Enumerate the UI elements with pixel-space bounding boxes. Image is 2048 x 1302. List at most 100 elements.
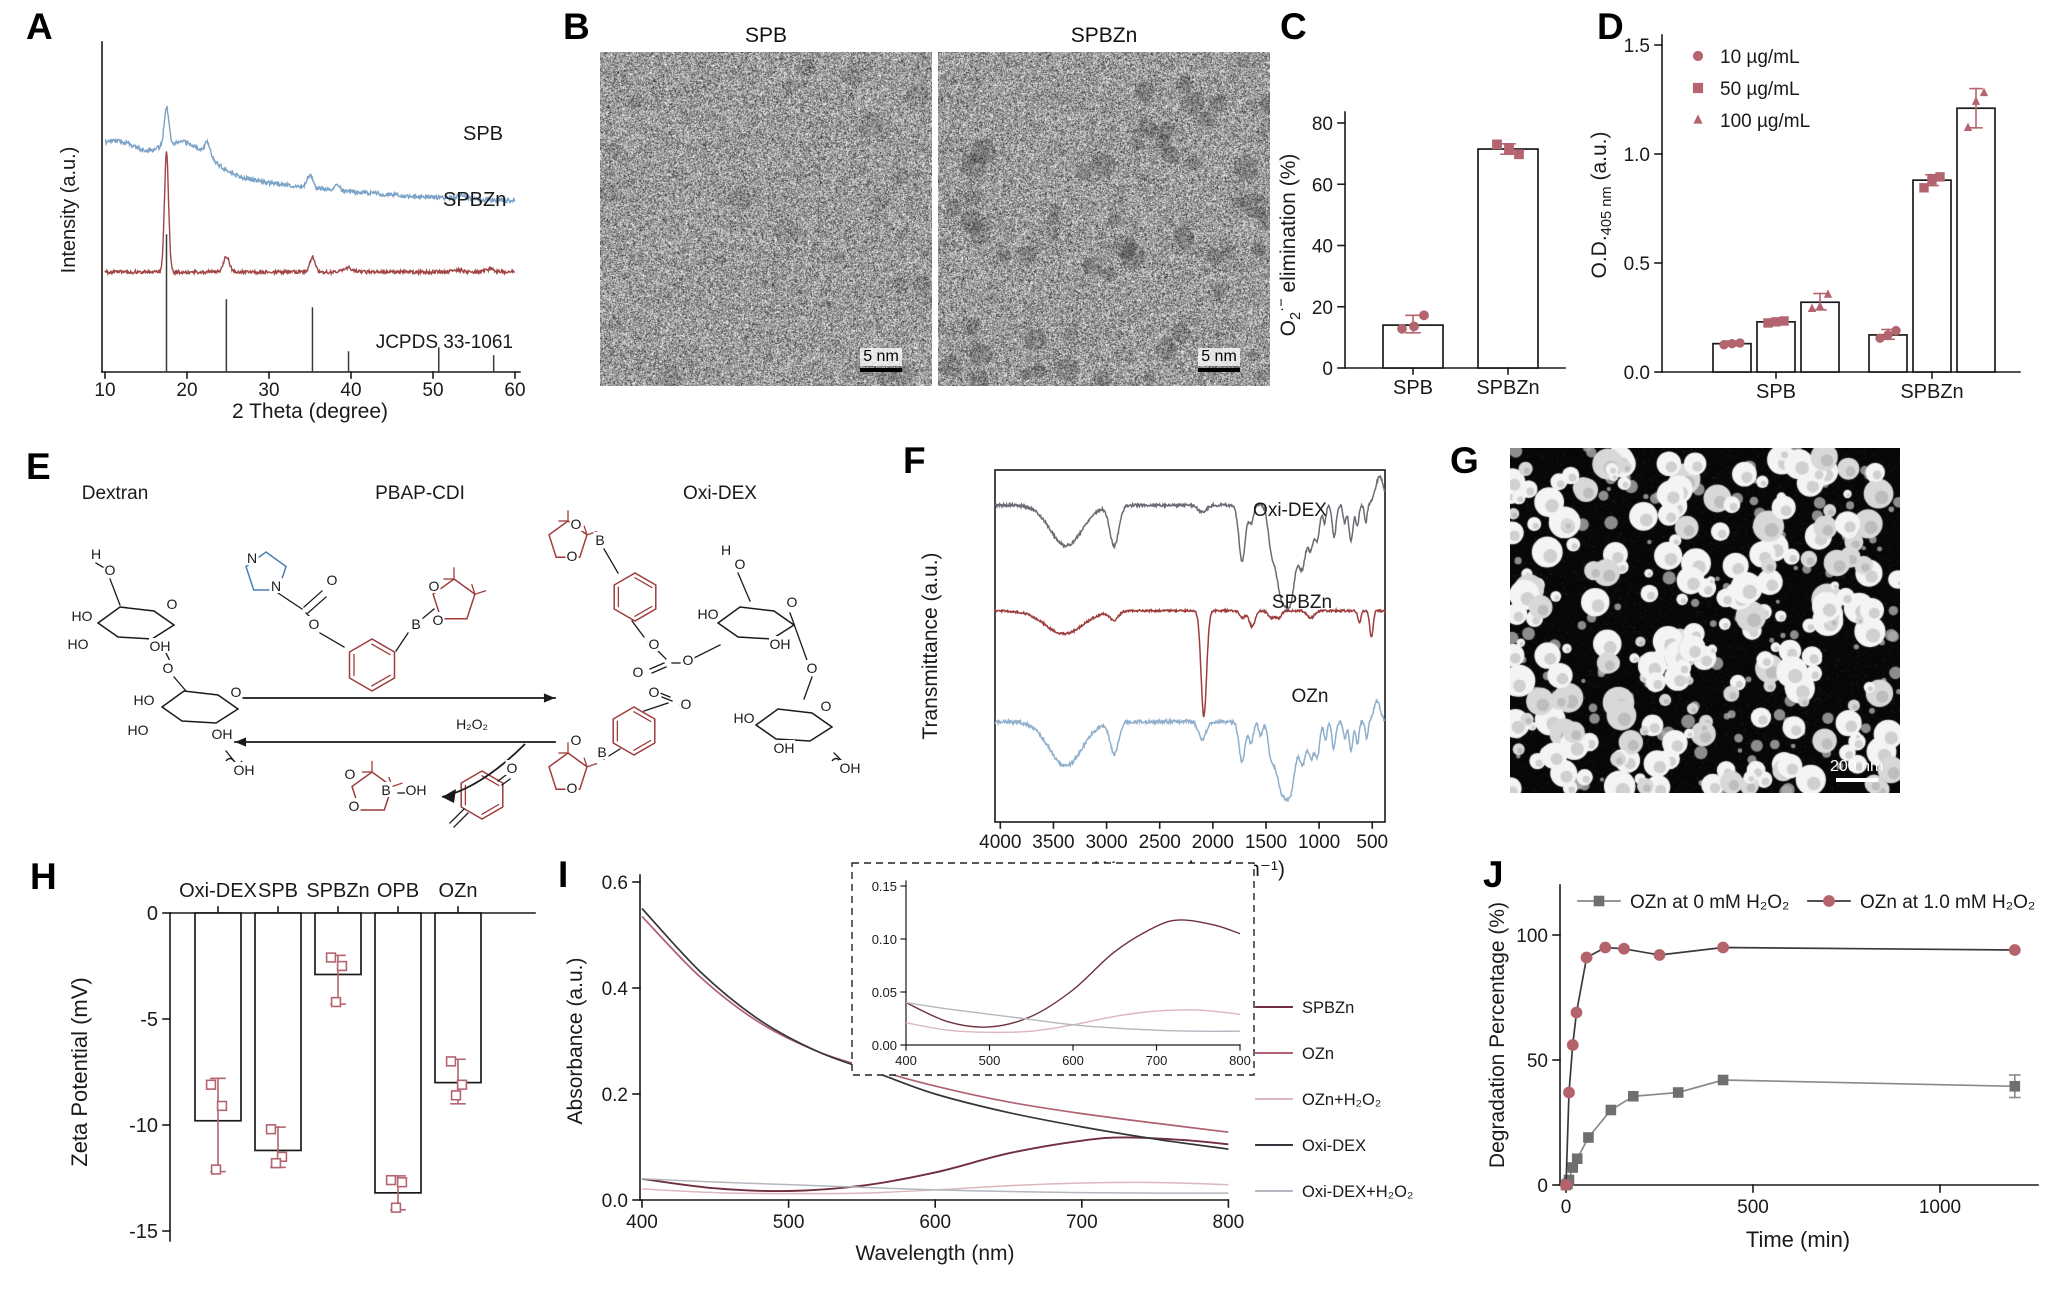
svg-text:O: O [231, 684, 242, 700]
svg-text:0.4: 0.4 [602, 979, 629, 1000]
scale-bar-text: 200 nm [1830, 758, 1884, 775]
svg-text:800: 800 [1213, 1212, 1245, 1233]
svg-text:2500: 2500 [1139, 832, 1181, 853]
svg-text:20: 20 [176, 380, 197, 401]
svg-text:OZn: OZn [1302, 1045, 1334, 1063]
svg-text:Zeta Potential (mV): Zeta Potential (mV) [67, 977, 92, 1167]
svg-text:50: 50 [1527, 1051, 1548, 1072]
svg-text:0.10: 0.10 [872, 932, 897, 947]
svg-text:O: O [429, 578, 440, 594]
svg-text:10 µg/mL: 10 µg/mL [1720, 47, 1800, 68]
svg-text:60: 60 [504, 380, 525, 401]
svg-text:O: O [821, 698, 832, 714]
svg-text:1500: 1500 [1245, 832, 1287, 853]
superoxide-elimination-chart: 0 20 40 60 80 O2·− elimination (%) SPB SPBZn [1274, 111, 1566, 399]
panel-b-label: B [563, 6, 590, 47]
svg-text:B: B [411, 616, 420, 632]
tem-title-spbzn: SPBZn [1070, 24, 1138, 47]
scale-bar-sem: 200 nm [1830, 758, 1883, 782]
svg-text:O: O [633, 664, 644, 680]
svg-text:OPB: OPB [377, 880, 419, 902]
svg-text:B: B [597, 744, 606, 760]
svg-text:0: 0 [147, 903, 158, 925]
svg-text:600: 600 [919, 1212, 951, 1233]
svg-text:Oxi-DEX: Oxi-DEX [179, 880, 257, 902]
svg-text:SPBZn: SPBZn [306, 880, 369, 902]
od405-bar-chart: 0.0 0.5 1.0 1.5 O.D.405 nm (a.u.) SPB SPBZn 10 … [1588, 34, 2021, 403]
svg-text:O: O [309, 616, 320, 632]
svg-text:OH: OH [774, 740, 795, 756]
svg-text:OZn at 1.0 mM H₂O₂: OZn at 1.0 mM H₂O₂ [1860, 892, 2035, 913]
svg-text:N: N [247, 550, 257, 566]
svg-text:OH: OH [406, 782, 427, 798]
svg-text:700: 700 [1146, 1053, 1168, 1068]
tem-image-spb [600, 52, 932, 386]
svg-text:OH: OH [234, 762, 255, 778]
svg-text:50 µg/mL: 50 µg/mL [1720, 79, 1800, 100]
svg-text:SPBZn: SPBZn [1272, 592, 1332, 613]
svg-text:O: O [735, 556, 746, 572]
svg-text:-10: -10 [129, 1115, 158, 1137]
svg-text:O: O [649, 684, 660, 700]
svg-text:OZn: OZn [439, 880, 478, 902]
zeta-potential-chart: 0 -5 -10 -15 Zeta Potential (mV) Oxi-DEX SPB SP… [67, 880, 536, 1243]
svg-text:OZn+H₂O₂: OZn+H₂O₂ [1302, 1091, 1381, 1109]
svg-text:JCPDS 33-1061: JCPDS 33-1061 [376, 332, 513, 353]
svg-text:3500: 3500 [1032, 832, 1074, 853]
svg-text:10: 10 [94, 380, 115, 401]
svg-text:-15: -15 [129, 1221, 158, 1243]
svg-text:Transmittance (a.u.): Transmittance (a.u.) [919, 552, 942, 739]
svg-text:1000: 1000 [1919, 1197, 1961, 1218]
svg-text:O: O [105, 562, 116, 578]
svg-text:20: 20 [1312, 298, 1333, 319]
svg-text:O: O [683, 652, 694, 668]
svg-text:O.D.405 nm (a.u.): O.D.405 nm (a.u.) [1588, 131, 1615, 278]
svg-text:700: 700 [1066, 1212, 1098, 1233]
svg-text:0.0: 0.0 [1624, 363, 1650, 384]
scale-bar-text: 5 nm [1198, 348, 1240, 366]
svg-text:O: O [787, 594, 798, 610]
svg-text:Oxi-DEX: Oxi-DEX [1302, 1137, 1366, 1155]
svg-text:OH: OH [150, 638, 171, 654]
svg-text:400: 400 [895, 1053, 917, 1068]
svg-text:H: H [91, 546, 101, 562]
svg-text:HO: HO [734, 710, 755, 726]
svg-text:800: 800 [1229, 1053, 1251, 1068]
sem-image [1510, 448, 1900, 793]
tem-title-spb: SPB [744, 24, 788, 47]
svg-text:SPB: SPB [1393, 377, 1433, 399]
panel-g-label: G [1450, 440, 1479, 481]
svg-text:H₂O₂: H₂O₂ [456, 716, 488, 732]
svg-text:OZn at 0 mM H₂O₂: OZn at 0 mM H₂O₂ [1630, 892, 1789, 913]
svg-text:O2·− elimination (%): O2·− elimination (%) [1274, 154, 1304, 337]
svg-text:HO: HO [68, 636, 89, 652]
svg-text:Dextran: Dextran [82, 483, 149, 504]
svg-text:1000: 1000 [1298, 832, 1340, 853]
svg-text:Oxi-DEX: Oxi-DEX [683, 483, 757, 504]
svg-text:500: 500 [979, 1053, 1001, 1068]
svg-text:40: 40 [1312, 237, 1333, 258]
svg-text:0.0: 0.0 [602, 1191, 628, 1212]
svg-text:SPB: SPB [1756, 381, 1796, 403]
svg-text:HO: HO [698, 606, 719, 622]
svg-text:Degradation Percentage (%): Degradation Percentage (%) [1486, 902, 1509, 1168]
svg-text:SPBZn: SPBZn [1302, 999, 1354, 1017]
svg-text:SPBZn: SPBZn [1900, 381, 1963, 403]
svg-text:O: O [571, 516, 582, 532]
panel-c-label: C [1280, 6, 1307, 47]
panel-a-label: A [26, 6, 53, 47]
svg-text:OH: OH [770, 636, 791, 652]
svg-text:B: B [381, 782, 390, 798]
svg-text:O: O [327, 572, 338, 588]
svg-text:0.2: 0.2 [602, 1085, 628, 1106]
svg-text:O: O [649, 636, 660, 652]
svg-text:0.05: 0.05 [872, 985, 897, 1000]
panel-e-label: E [26, 446, 51, 487]
svg-text:500: 500 [1737, 1197, 1769, 1218]
svg-text:1.0: 1.0 [1624, 145, 1650, 166]
svg-text:2000: 2000 [1192, 832, 1234, 853]
svg-text:SPB: SPB [463, 123, 503, 145]
svg-text:500: 500 [1356, 832, 1388, 853]
svg-text:80: 80 [1312, 114, 1333, 135]
